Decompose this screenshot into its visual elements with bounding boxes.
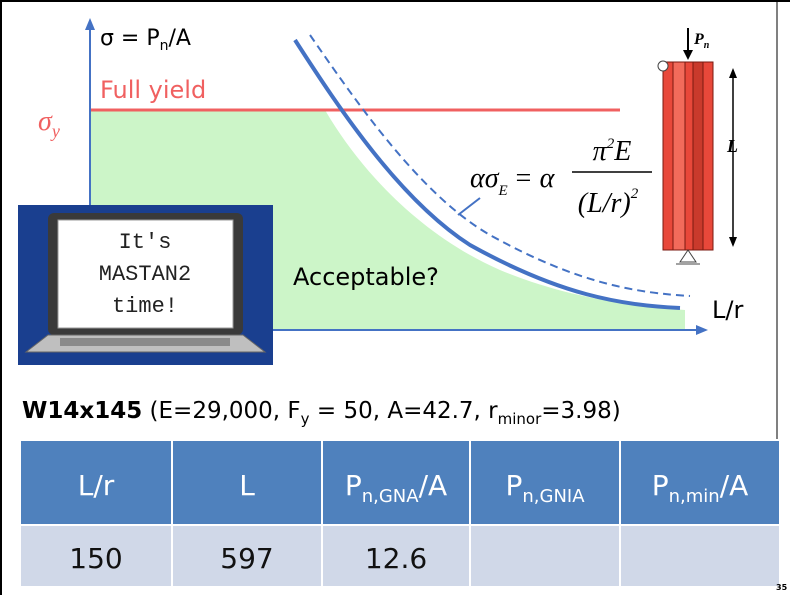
pointer — [457, 197, 481, 216]
section-props: =3.98) — [541, 398, 620, 424]
formula-numerator: π2E — [593, 136, 632, 167]
formula-part: π — [593, 136, 608, 167]
formula-sub: E — [498, 183, 508, 199]
page-number: 35 — [776, 583, 788, 592]
support — [679, 249, 697, 263]
screen-text: time! — [112, 294, 178, 319]
label-part: σ — [38, 106, 53, 137]
laptop-graphic: It's MASTAN2 time! — [18, 205, 273, 365]
cell-text: 597 — [220, 542, 273, 575]
load-label: Pn — [693, 31, 710, 51]
label-sub: n — [160, 38, 169, 54]
header-part: /A — [720, 469, 749, 502]
dimension-arrow — [729, 237, 737, 247]
y-axis-label: σ = Pn/A — [100, 26, 191, 54]
header-cell — [19, 439, 173, 526]
label-sub: n — [704, 40, 710, 51]
header-sub: n,GNIA — [522, 486, 585, 507]
formula-lhs: ασE = α — [470, 163, 556, 199]
header-text: L/r — [78, 469, 115, 502]
header-part: /A — [419, 469, 448, 502]
euler-curve — [293, 38, 681, 310]
label-part: σ = P — [100, 26, 160, 51]
body-cell — [321, 524, 471, 588]
column-figure: Pn L — [657, 28, 738, 265]
formula-part: = α — [514, 163, 556, 194]
dimension-arrow — [729, 68, 737, 78]
label-sub: y — [50, 121, 60, 141]
region-label: Acceptable? — [293, 263, 439, 291]
y-arrow — [85, 18, 95, 30]
header-cell — [171, 439, 323, 526]
cell-text: 12.6 — [365, 542, 427, 575]
header-text: Pn,GNA/A — [345, 469, 447, 507]
header-cell — [469, 439, 621, 526]
formula-sup: 2 — [607, 136, 615, 152]
section-sub: y — [301, 410, 310, 428]
formula-sup: 2 — [631, 186, 639, 202]
formula-denominator: (L/r)2 — [578, 186, 639, 219]
section-props: = 50, A=42.7, r — [310, 398, 499, 424]
formula-part: (L/r) — [578, 188, 631, 219]
column-flange — [692, 61, 704, 251]
body-cell — [469, 524, 621, 588]
load-arrowhead — [683, 50, 693, 60]
column — [662, 61, 714, 251]
body-cell — [19, 524, 173, 588]
screen-text: MASTAN2 — [99, 262, 191, 287]
keyboard — [60, 338, 230, 346]
header-part: P — [652, 469, 669, 502]
header-text: L — [239, 469, 255, 502]
sigma-y: σy — [38, 106, 60, 141]
header-part: P — [505, 469, 522, 502]
label-part: P — [693, 31, 704, 48]
column-web — [672, 61, 686, 251]
section-props: (E=29,000, F — [142, 398, 300, 424]
formula: ασE = α π2E (L/r)2 — [470, 136, 652, 219]
x-arrow — [696, 325, 708, 335]
header-cell — [619, 439, 781, 526]
header-part: L — [239, 469, 255, 502]
screen-text: It's — [119, 230, 172, 255]
full-yield: Full yield — [100, 76, 206, 104]
section-name: W14x145 — [22, 398, 142, 424]
laptop-screen — [57, 219, 234, 329]
header-part: P — [345, 469, 362, 502]
section-sub: minor — [498, 410, 542, 428]
label-part: /A — [169, 26, 191, 51]
section-line: W14x145 (E=29,000, Fy = 50, A=42.7, rmin… — [22, 398, 621, 428]
formula-part: E — [613, 136, 631, 167]
header-sub: n,GNA — [362, 486, 420, 507]
cell-text: 150 — [69, 542, 122, 575]
header-cell — [321, 439, 471, 526]
header-text: Pn,min/A — [652, 469, 749, 507]
header-sub: n,min — [669, 486, 720, 507]
header-text: Pn,GNIA — [505, 469, 585, 507]
header-part: L/r — [78, 469, 115, 502]
body-cell — [619, 524, 781, 588]
pin — [657, 60, 669, 72]
formula-part: ασ — [470, 163, 500, 194]
length-label: L — [726, 136, 738, 156]
x-axis-label: L/r — [712, 296, 743, 324]
